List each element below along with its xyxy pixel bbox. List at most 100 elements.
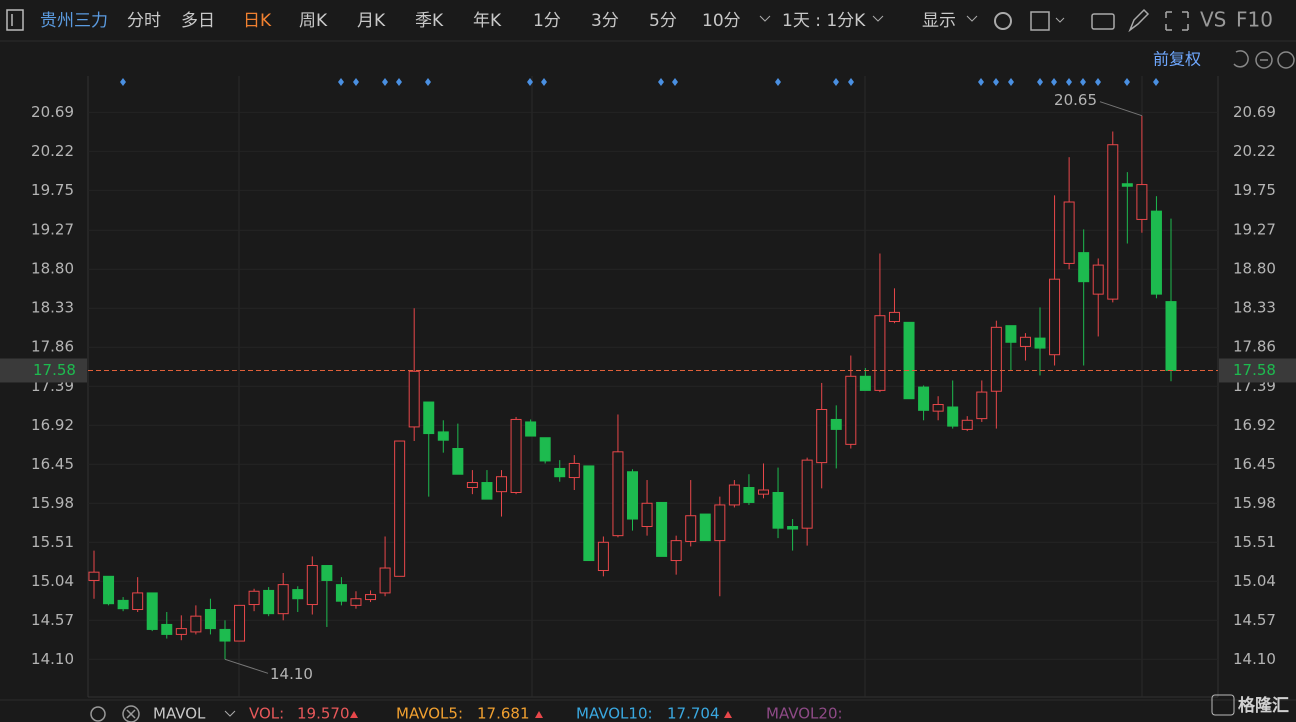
candle-body xyxy=(146,592,158,630)
candle-body xyxy=(1078,252,1090,283)
tab[interactable]: 年K xyxy=(473,11,502,31)
draw-icon[interactable] xyxy=(1128,8,1150,33)
candle-body xyxy=(408,370,420,428)
y-tick-label: 19.27 xyxy=(31,221,74,239)
tab[interactable]: 1分 xyxy=(533,11,561,31)
adjust-mode[interactable]: 前复权 xyxy=(1153,50,1201,69)
candle-body xyxy=(539,437,551,462)
event-marker[interactable] xyxy=(120,78,126,86)
candle-body xyxy=(1121,183,1133,187)
event-marker[interactable] xyxy=(833,78,839,86)
event-marker[interactable] xyxy=(1008,78,1014,86)
candle-body xyxy=(801,459,813,529)
event-marker[interactable] xyxy=(1153,78,1159,86)
indicator-values: VOL: 19.570 MAVOL5: 17.681 MAVOL10: 17.704 MAV… xyxy=(249,705,843,722)
y-tick-label: 19.75 xyxy=(31,181,74,199)
close-cross xyxy=(126,709,136,719)
tab[interactable]: 季K xyxy=(415,11,444,31)
event-marker[interactable] xyxy=(541,78,547,86)
event-marker[interactable] xyxy=(396,78,402,86)
f10-button[interactable]: F10 xyxy=(1236,8,1273,32)
tab[interactable]: 5分 xyxy=(649,11,677,31)
candle-body xyxy=(452,448,464,475)
event-marker[interactable] xyxy=(1080,78,1086,86)
event-marker[interactable] xyxy=(1124,78,1130,86)
y2-tick-label: 18.33 xyxy=(1233,299,1276,317)
candle-body xyxy=(787,526,799,530)
chevron xyxy=(966,15,978,22)
tab[interactable]: 3分 xyxy=(591,11,619,31)
candle-body xyxy=(568,462,580,479)
indicator-settings[interactable] xyxy=(90,706,106,722)
candle-body xyxy=(263,589,275,615)
tab[interactable]: 分时 xyxy=(127,11,161,31)
y2-tick-label: 14.57 xyxy=(1233,611,1276,629)
last-price-label: 17.58 xyxy=(33,361,76,379)
candle-body xyxy=(481,482,493,500)
y2-tick-label: 15.51 xyxy=(1233,533,1276,551)
candle-body xyxy=(641,502,653,528)
y2-tick-label: 18.80 xyxy=(1233,260,1276,278)
candle-body xyxy=(1107,144,1119,300)
event-marker[interactable] xyxy=(1066,78,1072,86)
candle-body xyxy=(685,515,697,542)
trend-arrow xyxy=(535,711,543,718)
event-marker[interactable] xyxy=(382,78,388,86)
candle-body xyxy=(496,476,508,493)
menu-icon[interactable] xyxy=(6,9,24,31)
display-menu[interactable]: 显示 xyxy=(922,11,956,31)
y-tick-label: 15.98 xyxy=(31,494,74,512)
event-marker[interactable] xyxy=(338,78,344,86)
event-marker[interactable] xyxy=(978,78,984,86)
tab[interactable]: 多日 xyxy=(181,11,215,31)
candle-body xyxy=(947,406,959,427)
candle-body xyxy=(816,408,828,464)
event-marker[interactable] xyxy=(1037,78,1043,86)
tab[interactable]: 日K xyxy=(243,11,272,31)
candle-body xyxy=(757,489,769,495)
zoom-out-icon[interactable] xyxy=(1255,51,1273,69)
event-marker[interactable] xyxy=(775,78,781,86)
settings-icon[interactable] xyxy=(994,12,1012,30)
tab[interactable]: 月K xyxy=(357,11,386,31)
event-marker[interactable] xyxy=(1051,78,1057,86)
period-select[interactable]: 1天 : 1分K xyxy=(782,11,866,31)
undo-icon[interactable] xyxy=(1233,50,1249,68)
vs-button[interactable]: VS xyxy=(1200,8,1226,32)
candle-body xyxy=(510,418,522,493)
layout-icon[interactable] xyxy=(1030,11,1050,31)
event-marker[interactable] xyxy=(1095,78,1101,86)
candle-body xyxy=(335,584,347,602)
tab[interactable]: 周K xyxy=(299,11,328,31)
indicator-close[interactable] xyxy=(122,705,140,722)
event-marker[interactable] xyxy=(425,78,431,86)
candle-body xyxy=(1005,325,1017,343)
event-marker[interactable] xyxy=(658,78,664,86)
candle-body xyxy=(1150,210,1162,295)
candle-body xyxy=(699,513,711,542)
candle-body xyxy=(1136,184,1148,220)
indicator-name[interactable]: MAVOL xyxy=(153,705,206,722)
candle-body xyxy=(292,589,304,600)
event-marker[interactable] xyxy=(353,78,359,86)
camera-icon[interactable] xyxy=(1091,13,1115,30)
event-marker[interactable] xyxy=(672,78,678,86)
event-marker[interactable] xyxy=(848,78,854,86)
y-tick-label: 15.04 xyxy=(31,572,74,590)
zoom-in-icon[interactable] xyxy=(1277,51,1295,69)
chevron xyxy=(872,15,884,22)
extreme-label: 14.10 xyxy=(270,665,313,683)
stock-name[interactable]: 贵州三力 xyxy=(40,11,108,31)
candle-body xyxy=(830,418,842,430)
fullscreen-icon[interactable] xyxy=(1165,11,1189,31)
event-marker[interactable] xyxy=(993,78,999,86)
y-tick-label: 15.51 xyxy=(31,533,74,551)
candle-body xyxy=(437,431,449,441)
candle-body xyxy=(365,594,377,601)
chevron xyxy=(1055,17,1065,23)
tab[interactable]: 10分 xyxy=(702,11,741,31)
candle-body xyxy=(423,401,435,435)
event-marker[interactable] xyxy=(527,78,533,86)
candle-body xyxy=(845,375,857,445)
candle-body xyxy=(350,598,362,606)
